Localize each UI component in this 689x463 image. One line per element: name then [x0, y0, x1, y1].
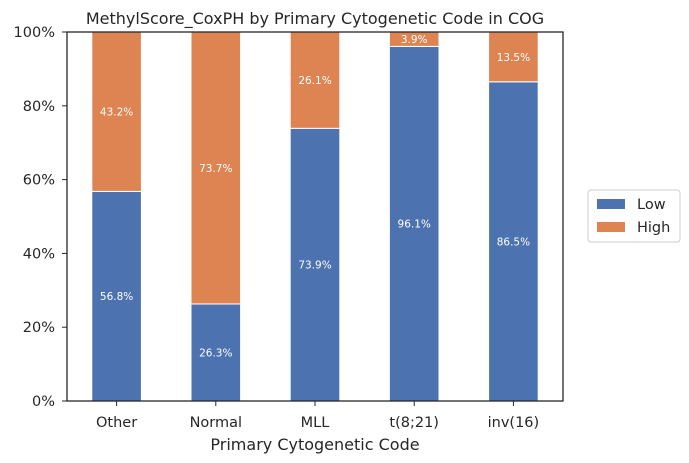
plot-area: 0% 20% 40% 60% 80% 100% 56.8% 43.2% Other 26.3% 73… [14, 25, 540, 431]
bar-low-1 [190, 303, 242, 402]
bar-label: 13.5% [497, 52, 530, 64]
y-tick-label: 20% [23, 320, 55, 336]
x-tick-label: t(8;21) [389, 415, 439, 431]
y-tick-label: 80% [23, 99, 55, 115]
legend-label-high: High [637, 220, 670, 236]
x-tick-label: Other [96, 415, 137, 431]
bar-label: 73.9% [298, 260, 331, 272]
y-tick-label: 40% [23, 246, 55, 262]
plot-frame [66, 31, 564, 402]
x-tick-label: inv(16) [488, 415, 540, 431]
x-axis-label: Primary Cytogenetic Code [210, 435, 419, 454]
legend-swatch-low [597, 199, 625, 209]
bar-label: 26.3% [199, 347, 232, 359]
legend-swatch-high [597, 222, 625, 232]
bar-high-1 [190, 31, 242, 305]
y-tick-label: 100% [14, 25, 55, 41]
bar-high-4 [488, 31, 539, 83]
legend-label-low: Low [637, 197, 666, 213]
y-tick-label: 60% [23, 173, 55, 189]
chart-title: MethylScore_CoxPH by Primary Cytogenetic… [86, 9, 544, 29]
bar-low-2 [289, 127, 341, 402]
bar-low-4 [488, 81, 539, 402]
bar-high-0 [91, 31, 142, 192]
bar-label: 86.5% [497, 236, 530, 248]
y-tick-label: 0% [32, 394, 55, 410]
bar-label: 96.1% [398, 219, 431, 231]
x-tick-label: MLL [301, 415, 330, 431]
bar-label: 73.7% [199, 163, 232, 175]
x-tick-label: Normal [190, 415, 242, 431]
bar-label: 56.8% [100, 291, 133, 303]
bar-label: 26.1% [298, 75, 331, 87]
legend: Low High [587, 189, 681, 243]
bar-label: 43.2% [100, 107, 133, 119]
bar-label: 3.9% [401, 34, 428, 46]
